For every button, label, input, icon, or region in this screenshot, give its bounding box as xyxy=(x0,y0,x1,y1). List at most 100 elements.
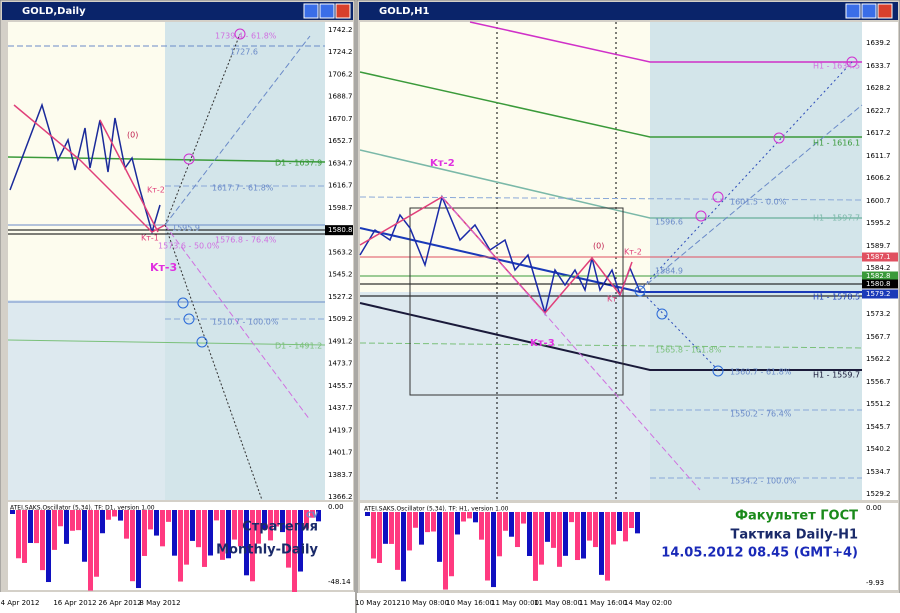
oscillator-bar xyxy=(304,510,309,529)
date-label: 11 May 16:00 xyxy=(579,599,627,607)
oscillator-bar xyxy=(28,510,33,543)
annotation: 1739.4 - 61.8% xyxy=(215,32,277,41)
price-label: 1383.7 xyxy=(328,471,353,479)
price-label: 1580.8 xyxy=(866,280,891,288)
oscillator-bar xyxy=(629,512,634,529)
oscillator-bar xyxy=(70,510,75,531)
price-label: 1633.7 xyxy=(866,62,891,70)
oscillator-bar xyxy=(136,510,141,589)
target xyxy=(846,56,858,68)
oscillator-axis xyxy=(862,503,898,590)
oscillator-bar xyxy=(16,510,21,559)
oscillator-bar xyxy=(587,512,592,541)
price-label: 1617.2 xyxy=(866,129,891,137)
level xyxy=(7,156,326,163)
oscillator-bars xyxy=(365,512,640,590)
oscillator-bar xyxy=(557,512,562,567)
price-label: 1567.7 xyxy=(866,333,891,341)
annotation: Kт xyxy=(607,295,617,304)
target xyxy=(196,336,208,348)
price-label: 1491.2 xyxy=(328,337,353,345)
projection xyxy=(639,61,853,291)
oscillator-bar xyxy=(377,512,382,563)
oscillator-bar xyxy=(226,510,231,559)
oscillator-bar xyxy=(383,512,388,544)
price-label: 1670.7 xyxy=(328,115,353,123)
annotation: Kт-3 xyxy=(530,338,555,349)
projection xyxy=(639,104,863,291)
oscillator-bar xyxy=(431,512,436,532)
oscillator-bar xyxy=(413,512,418,528)
oscillator-bar xyxy=(605,512,610,581)
annotation: 1727.6 xyxy=(230,48,258,57)
level xyxy=(359,71,862,138)
target xyxy=(177,297,189,309)
price-label: 1688.7 xyxy=(328,93,353,101)
annotation: H1 - 1578.5 xyxy=(813,293,860,302)
minimize-button[interactable] xyxy=(303,3,319,19)
oscillator-bar xyxy=(256,510,261,544)
oscillator-bar xyxy=(40,510,45,571)
price-label: 1455.7 xyxy=(328,382,353,390)
price-highlight xyxy=(325,225,353,236)
annotation: 1584.9 xyxy=(655,267,683,276)
price-label: 1622.7 xyxy=(866,107,891,115)
close-button[interactable] xyxy=(335,3,351,19)
price-axis xyxy=(325,22,353,500)
oscillator-bar xyxy=(130,510,135,582)
oscillator-bar xyxy=(142,510,147,556)
range-box xyxy=(409,207,624,396)
date-label: 10 May 16:00 xyxy=(446,599,494,607)
annotation: 1534.2 - 100.0% xyxy=(730,477,797,486)
price-label: 1589.7 xyxy=(866,242,891,250)
oscillator-bar xyxy=(371,512,376,559)
close-button[interactable] xyxy=(877,3,893,19)
indicator-label: ATEI.SAKS.Oscillator (5,34). TF: D1, ver… xyxy=(10,505,155,512)
oscillator-bar xyxy=(10,510,15,514)
oscillator-bar xyxy=(443,512,448,590)
price-label: 1595.2 xyxy=(866,219,891,227)
oscillator-label: -9.93 xyxy=(866,579,884,587)
price-label: 1587.1 xyxy=(866,253,891,261)
maximize-button[interactable] xyxy=(319,3,335,19)
window-title: GOLD,Daily xyxy=(22,6,86,17)
window-title: GOLD,H1 xyxy=(379,6,430,17)
annotation: H1 - 1634.5 xyxy=(813,62,860,71)
oscillator-bars xyxy=(10,510,321,593)
oscillator-bar xyxy=(196,510,201,548)
oscillator-bar xyxy=(112,510,117,517)
date-label: 4 Apr 2012 xyxy=(1,599,40,607)
caption: Monthly-Daily xyxy=(216,543,318,558)
annotation: 1576.8 - 76.4% xyxy=(215,236,277,245)
annotation: Kт-2 xyxy=(147,186,165,195)
oscillator-bar xyxy=(611,512,616,545)
wave xyxy=(359,196,633,315)
title-bar xyxy=(359,2,898,20)
level xyxy=(359,196,863,201)
wave xyxy=(13,104,166,233)
oscillator-bar xyxy=(154,510,159,536)
maximize-button[interactable] xyxy=(861,3,877,19)
oscillator-bar xyxy=(407,512,412,551)
annotation: (0) xyxy=(593,242,604,251)
oscillator-bar xyxy=(58,510,63,527)
price-label: 1598.7 xyxy=(328,204,353,212)
minimize-button[interactable] xyxy=(845,3,861,19)
date-axis xyxy=(0,592,355,613)
oscillator-bar xyxy=(485,512,490,581)
oscillator-bar xyxy=(617,512,622,531)
date-label: 26 Apr 2012 xyxy=(98,599,141,607)
level xyxy=(359,342,863,349)
oscillator-bar xyxy=(298,510,303,572)
oscillator-axis xyxy=(325,502,353,590)
price-label: 1600.7 xyxy=(866,197,891,205)
oscillator-bar xyxy=(365,512,370,516)
caption: Стратегия xyxy=(242,520,318,535)
target xyxy=(712,365,724,377)
oscillator-bar xyxy=(310,510,315,518)
oscillator-bar xyxy=(419,512,424,545)
oscillator-bar xyxy=(569,512,574,523)
price-label: 1437.7 xyxy=(328,404,353,412)
projection xyxy=(441,196,701,491)
